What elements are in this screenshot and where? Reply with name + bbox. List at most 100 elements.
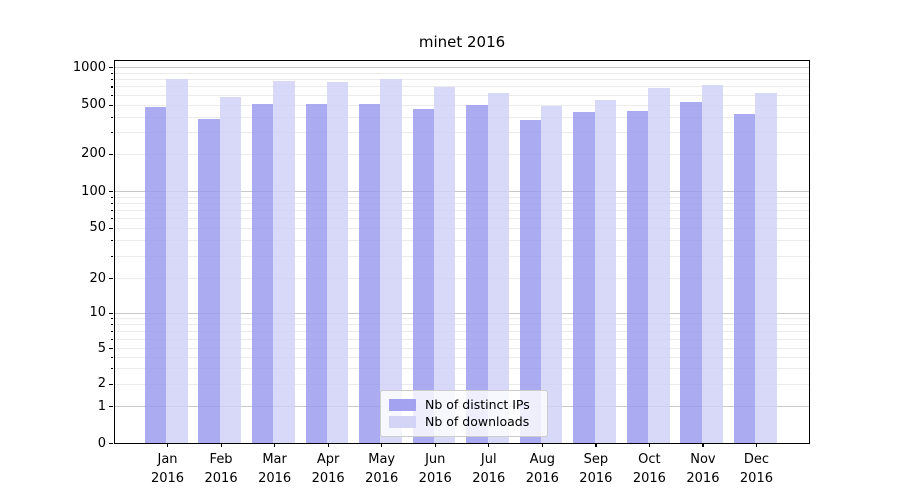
legend-swatch-downloads bbox=[389, 415, 416, 428]
x-tick-label-month: Jan bbox=[157, 452, 178, 467]
y-gridline-minor bbox=[115, 210, 809, 212]
y-gridline-minor bbox=[115, 278, 809, 279]
y-gridline-major bbox=[115, 67, 809, 69]
y-tick-minor bbox=[110, 330, 113, 333]
y-gridline-minor bbox=[115, 196, 809, 198]
y-gridline-minor bbox=[115, 72, 809, 74]
y-tick-minor bbox=[110, 356, 113, 358]
bar-downloads-jul bbox=[487, 93, 509, 443]
bar-downloads-mar bbox=[273, 81, 295, 443]
y-gridline-minor bbox=[115, 86, 809, 88]
y-tick bbox=[109, 312, 113, 314]
bar-distinct-ips-oct bbox=[626, 110, 649, 443]
y-tick bbox=[109, 348, 113, 350]
x-tick-label-year: 2016 bbox=[418, 471, 452, 486]
legend-entry-distinct-ips: Nb of distinct IPs bbox=[389, 396, 539, 413]
y-tick-minor bbox=[110, 240, 113, 242]
y-tick bbox=[109, 104, 113, 106]
y-tick bbox=[109, 406, 113, 408]
y-gridline-minor bbox=[115, 383, 809, 385]
bar-distinct-ips-jun bbox=[412, 109, 435, 443]
bar-distinct-ips-sep bbox=[573, 111, 595, 443]
y-tick-label: 20 bbox=[89, 270, 106, 286]
legend: Nb of distinct IPs Nb of downloads bbox=[380, 390, 548, 437]
x-tick bbox=[274, 443, 276, 447]
y-tick-minor bbox=[110, 131, 113, 134]
y-tick-minor bbox=[110, 338, 113, 340]
bar-distinct-ips-aug bbox=[519, 120, 542, 443]
y-gridline-minor bbox=[115, 367, 809, 369]
y-gridline-minor bbox=[115, 318, 809, 320]
bar-distinct-ips-jul bbox=[466, 105, 488, 443]
y-gridline-major bbox=[115, 312, 809, 314]
y-tick-minor bbox=[110, 202, 113, 205]
x-tick bbox=[702, 443, 704, 447]
x-tick-label-month: Jul bbox=[480, 452, 497, 467]
bar-downloads-apr bbox=[326, 81, 349, 443]
y-tick-minor bbox=[110, 367, 113, 370]
x-tick-label-month: Dec bbox=[743, 452, 770, 467]
y-tick-label: 200 bbox=[81, 146, 106, 162]
bar-distinct-ips-feb bbox=[198, 119, 220, 443]
y-gridline-minor bbox=[115, 227, 809, 229]
y-tick bbox=[109, 383, 113, 385]
y-gridline-minor bbox=[115, 116, 809, 118]
y-tick-minor bbox=[110, 79, 113, 81]
bar-distinct-ips-mar bbox=[252, 103, 274, 443]
y-tick-label: 1000 bbox=[72, 59, 106, 75]
legend-label-downloads: Nb of downloads bbox=[425, 414, 530, 429]
x-tick-label-month: Oct bbox=[638, 452, 661, 467]
bar-distinct-ips-dec bbox=[733, 113, 756, 443]
x-tick bbox=[220, 443, 222, 447]
y-gridline-minor bbox=[115, 94, 809, 96]
bar-downloads-sep bbox=[594, 99, 617, 443]
x-tick-label-year: 2016 bbox=[739, 471, 773, 486]
y-tick-minor bbox=[110, 86, 113, 88]
y-tick-label: 2 bbox=[97, 376, 106, 392]
y-tick-label: 100 bbox=[81, 183, 106, 199]
x-tick-label-year: 2016 bbox=[579, 471, 613, 486]
x-tick bbox=[434, 443, 436, 447]
bar-distinct-ips-apr bbox=[305, 103, 327, 443]
y-gridline-minor bbox=[115, 202, 809, 204]
x-tick bbox=[167, 443, 169, 447]
bar-downloads-aug bbox=[541, 106, 563, 443]
y-gridline-minor bbox=[115, 131, 809, 133]
bar-distinct-ips-may bbox=[359, 103, 381, 443]
x-tick bbox=[755, 443, 758, 447]
y-gridline-minor bbox=[115, 356, 809, 358]
x-tick bbox=[327, 443, 329, 447]
bar-downloads-nov bbox=[701, 84, 724, 443]
bar-downloads-oct bbox=[648, 87, 670, 443]
legend-label-distinct-ips: Nb of distinct IPs bbox=[425, 397, 530, 412]
x-tick-label-year: 2016 bbox=[365, 471, 399, 486]
y-gridline-minor bbox=[115, 240, 809, 242]
bar-downloads-jun bbox=[434, 86, 456, 443]
x-tick bbox=[541, 443, 543, 447]
y-gridline-minor bbox=[115, 79, 809, 81]
x-tick-label-year: 2016 bbox=[632, 471, 666, 486]
y-gridline-minor bbox=[115, 218, 809, 220]
legend-swatch-distinct-ips bbox=[389, 398, 416, 411]
legend-entry-downloads: Nb of downloads bbox=[389, 413, 539, 430]
y-gridline-minor bbox=[115, 348, 809, 349]
y-tick-minor bbox=[110, 318, 113, 320]
x-tick-label-year: 2016 bbox=[525, 471, 559, 486]
y-tick-minor bbox=[110, 255, 113, 257]
x-tick-label-month: Aug bbox=[529, 452, 555, 467]
y-tick-minor bbox=[110, 72, 113, 75]
x-tick bbox=[488, 443, 490, 447]
y-tick-minor bbox=[110, 210, 113, 212]
y-gridline-major bbox=[115, 191, 809, 193]
y-gridline-minor bbox=[115, 255, 809, 257]
x-tick-label-year: 2016 bbox=[204, 471, 238, 486]
y-tick bbox=[109, 153, 113, 155]
y-tick-minor bbox=[110, 196, 113, 198]
x-tick bbox=[648, 443, 651, 447]
bar-distinct-ips-jan bbox=[144, 107, 167, 443]
y-tick bbox=[109, 443, 113, 445]
y-gridline-minor bbox=[115, 324, 809, 326]
y-tick-minor bbox=[110, 94, 113, 96]
y-tick-label: 500 bbox=[81, 97, 106, 112]
